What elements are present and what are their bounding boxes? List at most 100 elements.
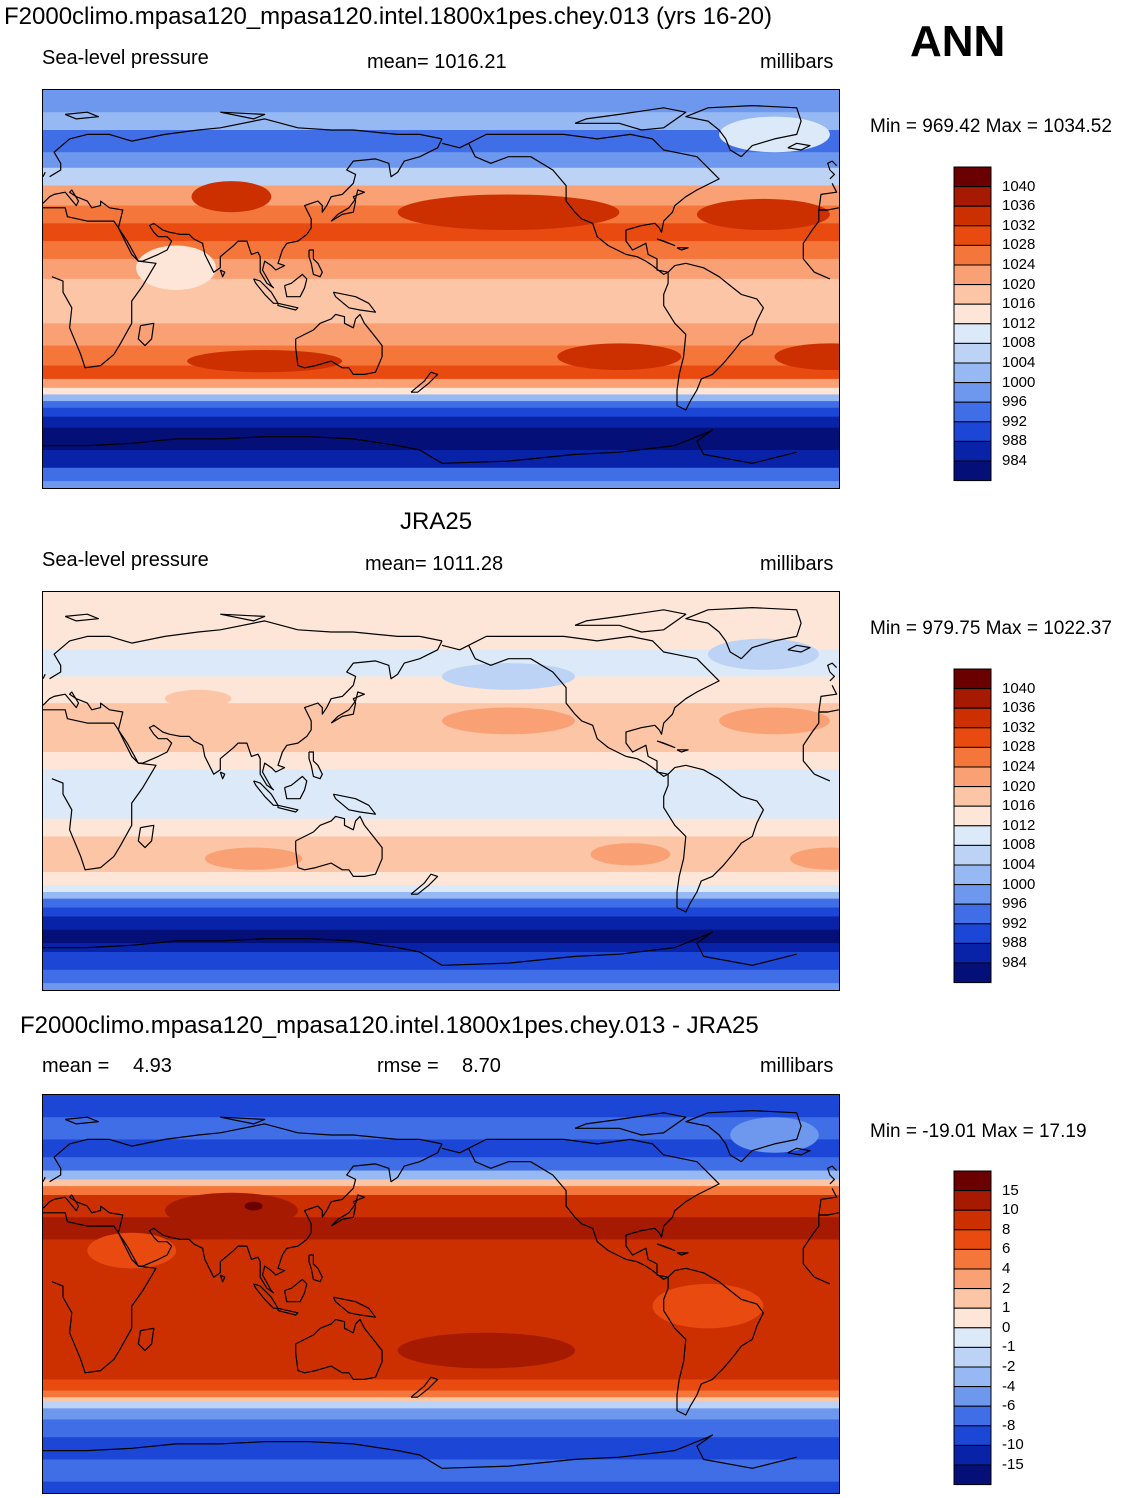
panel3-field-band bbox=[43, 1095, 839, 1118]
panel1-field-feature bbox=[187, 350, 343, 373]
panel3-coastline bbox=[308, 1254, 323, 1283]
colorbar-swatch bbox=[953, 1190, 992, 1211]
panel3-mean-value: 4.93 bbox=[133, 1055, 172, 1077]
panel3-map bbox=[42, 1094, 840, 1494]
panel2-field-feature bbox=[719, 707, 830, 735]
panel1-field-feature bbox=[557, 343, 682, 370]
panel3-coastline bbox=[277, 1307, 299, 1316]
panel1-coastline bbox=[49, 118, 838, 211]
colorbar-tick-label: 996 bbox=[1002, 393, 1028, 411]
panel1-coastline bbox=[43, 160, 838, 180]
panel1-coastline bbox=[137, 322, 155, 347]
panel3-title: F2000climo.mpasa120_mpasa120.intel.1800x… bbox=[20, 1012, 759, 1039]
panel3-coastline bbox=[49, 1123, 838, 1216]
panel1-field-band bbox=[43, 167, 839, 187]
colorbar-swatch bbox=[953, 1425, 992, 1446]
panel2-coastline bbox=[253, 780, 279, 806]
panel3-field-band bbox=[43, 1390, 839, 1398]
panel3-coastline bbox=[676, 1252, 689, 1256]
colorbar-swatch bbox=[953, 382, 992, 403]
panel1-field-band bbox=[43, 407, 839, 418]
colorbar-swatch bbox=[953, 186, 992, 207]
panel1-coastline bbox=[330, 189, 365, 222]
panel1-field-band bbox=[43, 450, 839, 469]
panel1-mean: mean= 1016.21 bbox=[367, 51, 507, 73]
panel1-field-feature bbox=[397, 194, 620, 230]
colorbar-swatch bbox=[953, 766, 992, 788]
colorbar-swatch bbox=[953, 166, 992, 188]
panel3-field-band bbox=[43, 1186, 839, 1196]
panel3-field-band bbox=[43, 1157, 839, 1172]
colorbar-swatch bbox=[953, 707, 992, 729]
colorbar-tick-label: 6 bbox=[1002, 1240, 1011, 1258]
panel3-field-band bbox=[43, 1408, 839, 1420]
colorbar-swatch bbox=[953, 1327, 992, 1348]
panel1-field-band bbox=[43, 258, 839, 280]
panel2-coastline bbox=[219, 771, 226, 780]
colorbar-swatch bbox=[953, 1444, 992, 1466]
panel3-field-feature bbox=[164, 1192, 298, 1229]
panel2-field-band bbox=[43, 952, 839, 971]
panel2-coastline bbox=[468, 635, 720, 777]
colorbar-tick-label: -8 bbox=[1002, 1416, 1016, 1434]
panel2-coastline bbox=[787, 644, 811, 653]
panel1-field-feature bbox=[774, 343, 839, 370]
colorbar-swatch bbox=[953, 1209, 992, 1231]
colorbar-tick-label: 1012 bbox=[1002, 314, 1036, 332]
colorbar-swatch bbox=[953, 727, 992, 748]
panel1-minmax: Min = 969.42 Max = 1034.52 bbox=[870, 116, 1112, 137]
panel2-field-band bbox=[43, 818, 839, 837]
panel3-mean-label: mean = bbox=[42, 1055, 110, 1077]
colorbar-swatch bbox=[953, 962, 992, 984]
colorbar-swatch bbox=[953, 264, 992, 286]
panel1-coastline bbox=[295, 313, 383, 375]
panel3-coastline bbox=[220, 1116, 266, 1125]
colorbar-tick-label: 984 bbox=[1002, 954, 1028, 971]
colorbar-swatch bbox=[953, 225, 992, 246]
colorbar-tick-label: 10 bbox=[1002, 1201, 1019, 1219]
panel3-coastline bbox=[685, 1110, 802, 1163]
panel2-field-band bbox=[43, 752, 839, 771]
panel3-field-feature bbox=[730, 1117, 819, 1153]
colorbar-tick-label: 1032 bbox=[1002, 216, 1036, 234]
panel1-coastline bbox=[64, 111, 99, 120]
panel3-coastline bbox=[410, 1376, 439, 1398]
panel3-field-band bbox=[43, 1437, 839, 1460]
panel2-field-band bbox=[43, 836, 839, 873]
panel2-coastline bbox=[332, 793, 377, 815]
panel3-field-band bbox=[43, 1195, 839, 1218]
colorbar-tick-label: 4 bbox=[1002, 1260, 1011, 1277]
panel1-field-feature bbox=[136, 245, 216, 290]
panel3-field-band bbox=[43, 1459, 839, 1483]
panel1-coastline bbox=[468, 133, 720, 275]
colorbar-swatch bbox=[953, 864, 992, 886]
panel3-coastline bbox=[43, 1434, 797, 1469]
panel2-coastline bbox=[308, 751, 323, 780]
panel3-coastline bbox=[656, 1243, 676, 1252]
panel2-field-band bbox=[43, 592, 839, 620]
panel2-field-feature bbox=[790, 847, 839, 870]
panel3-coastline bbox=[663, 1267, 764, 1416]
colorbar-tick-label: 2 bbox=[1002, 1279, 1011, 1297]
colorbar-swatch bbox=[953, 421, 992, 442]
panel2-coastline bbox=[676, 749, 689, 753]
panel1-coastline bbox=[219, 269, 226, 278]
panel1-coastline bbox=[43, 429, 797, 464]
panel2-field-band bbox=[43, 983, 839, 990]
colorbar-swatch bbox=[953, 1366, 992, 1388]
panel3-coastline bbox=[219, 1274, 226, 1283]
colorbar-tick-label: -2 bbox=[1002, 1358, 1016, 1375]
panel1-coastline bbox=[410, 371, 439, 393]
panel2-minmax: Min = 979.75 Max = 1022.37 bbox=[870, 618, 1112, 639]
colorbar-tick-label: 1024 bbox=[1002, 758, 1036, 775]
colorbar-tick-label: 992 bbox=[1002, 914, 1028, 932]
panel2-field-band bbox=[43, 969, 839, 984]
colorbar-swatch bbox=[953, 401, 992, 423]
colorbar-tick-label: -6 bbox=[1002, 1397, 1016, 1415]
panel1-field-band bbox=[43, 387, 839, 395]
panel2-coastline bbox=[43, 931, 797, 966]
panel2-coastline bbox=[64, 613, 99, 622]
panel3-field-band bbox=[43, 1401, 839, 1409]
panel3-field-band bbox=[43, 1481, 839, 1493]
colorbar-tick-label: 0 bbox=[1002, 1318, 1011, 1336]
